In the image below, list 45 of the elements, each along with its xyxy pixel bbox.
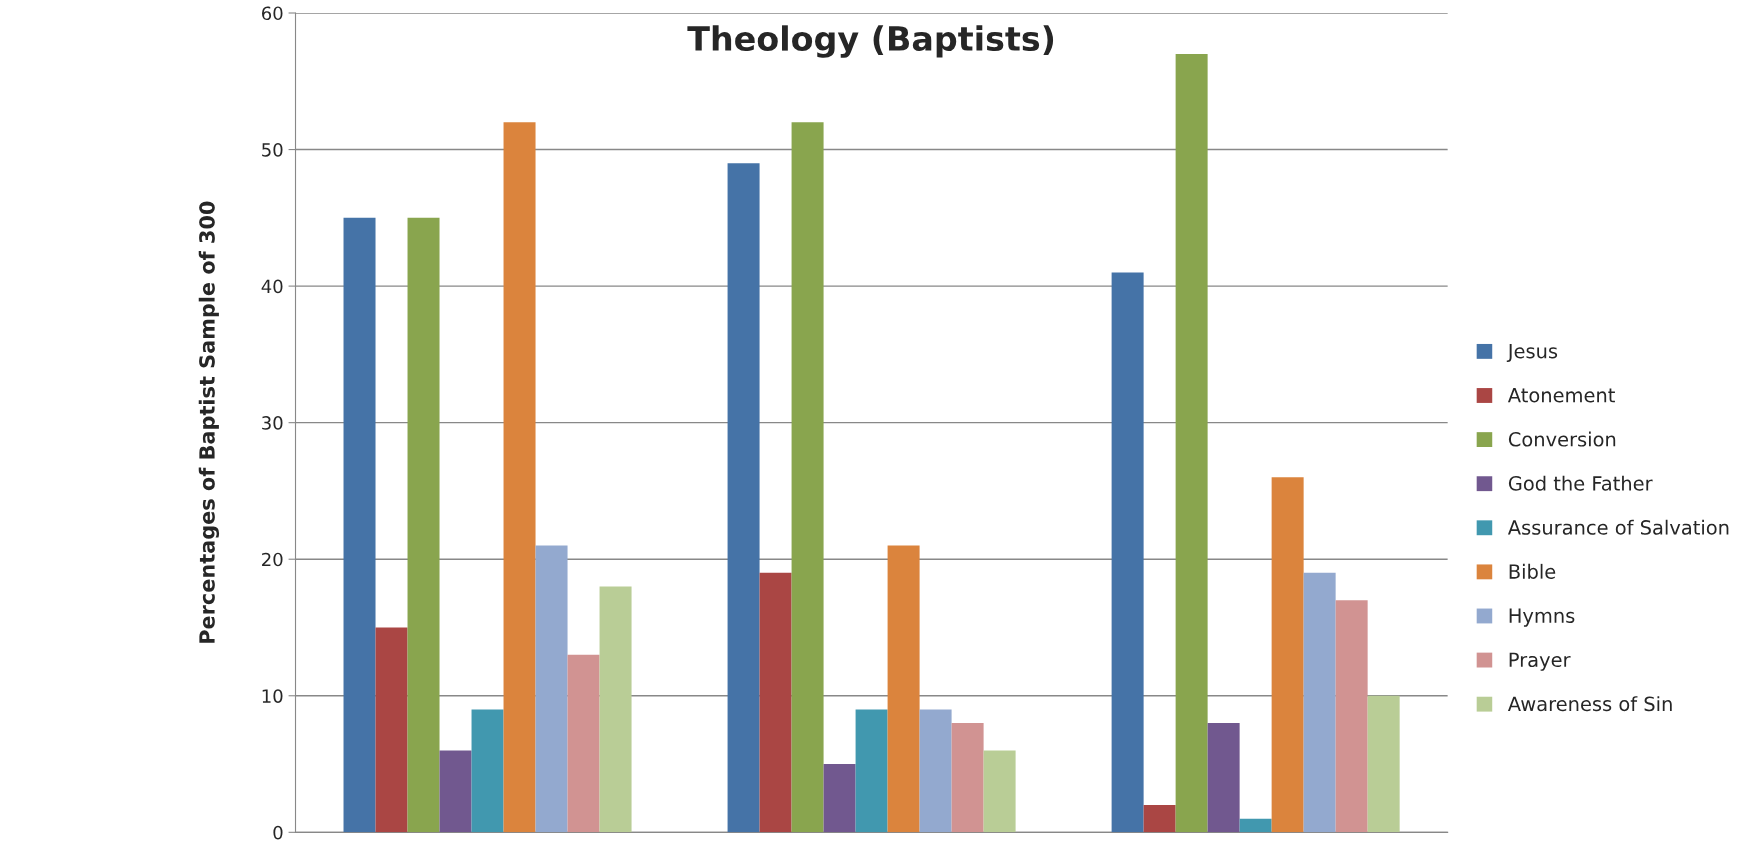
bar <box>1207 723 1240 833</box>
bar <box>1271 477 1304 833</box>
bar <box>535 545 568 833</box>
bar <box>791 122 824 833</box>
bar <box>439 750 472 833</box>
bar <box>599 586 632 833</box>
bar <box>887 545 920 833</box>
chart-title: Theology (Baptists) <box>687 25 1054 58</box>
y-tick-label: 40 <box>261 279 283 294</box>
bar <box>375 627 408 833</box>
y-axis-title: Percentages of Baptist Sample of 300 <box>198 201 220 643</box>
bar <box>1335 600 1368 833</box>
legend-label: Assurance of Salvation <box>1507 519 1729 535</box>
legend-label: Conversion <box>1508 431 1616 447</box>
bar <box>727 163 760 833</box>
bar <box>503 122 536 833</box>
y-tick-label: 30 <box>262 416 283 430</box>
bar <box>759 572 792 833</box>
bar <box>1367 695 1400 833</box>
bar <box>1143 805 1176 833</box>
legend-label: Hymns <box>1509 608 1575 627</box>
legend-label: Prayer <box>1509 652 1571 671</box>
bar <box>919 709 952 833</box>
y-tick-label: 0 <box>273 825 283 840</box>
bar <box>983 750 1016 833</box>
bar <box>343 217 376 833</box>
bar <box>1175 53 1208 833</box>
legend-label: Bible <box>1509 563 1556 579</box>
legend-label: Awareness of Sin <box>1507 696 1672 712</box>
bar <box>951 723 984 833</box>
bar <box>567 654 600 833</box>
y-tick-label: 50 <box>262 143 283 157</box>
legend-label: God the Father <box>1508 475 1653 491</box>
y-tick-label: 60 <box>261 6 283 21</box>
bar <box>471 709 504 833</box>
bar <box>1239 818 1272 833</box>
y-tick-label: 20 <box>262 552 283 567</box>
bar <box>1303 572 1336 833</box>
bar <box>855 709 888 833</box>
legend-label: Jesus <box>1506 343 1558 363</box>
bar <box>407 217 440 833</box>
y-tick-label: 10 <box>262 689 283 703</box>
legend-label: Atonement <box>1507 388 1615 403</box>
bar <box>823 764 856 833</box>
bar <box>1111 272 1144 833</box>
